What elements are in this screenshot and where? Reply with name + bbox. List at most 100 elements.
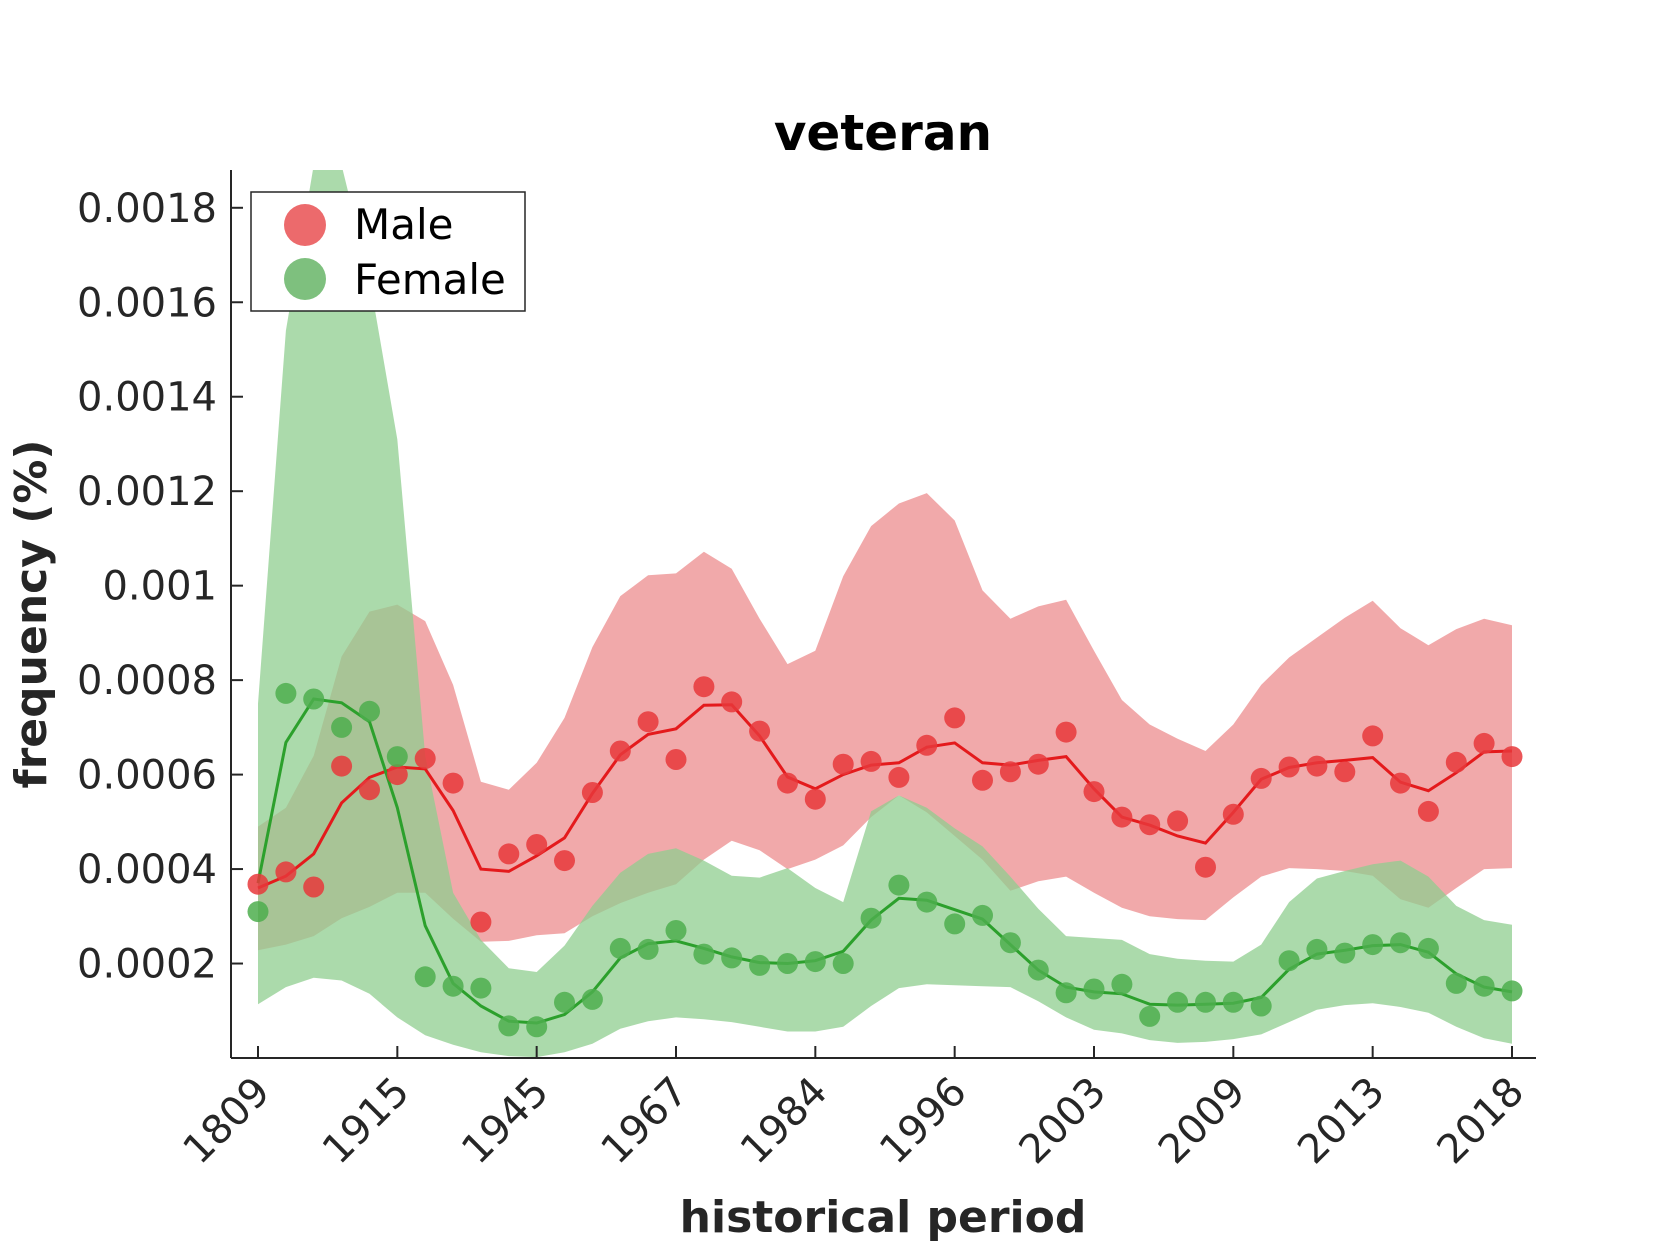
series-markers — [247, 676, 1523, 1038]
female-data-point — [581, 988, 603, 1010]
male-data-point — [1111, 806, 1133, 828]
male-data-point — [1250, 767, 1272, 789]
male-data-point — [721, 691, 743, 713]
female-data-point — [916, 891, 938, 913]
x-tick-label: 1996 — [871, 1069, 976, 1174]
male-data-point — [832, 753, 854, 775]
female-data-point — [972, 904, 993, 926]
female-data-point — [1417, 937, 1439, 959]
y-tick-label: 0.0012 — [77, 469, 217, 515]
male-data-point — [331, 755, 353, 777]
male-data-point — [1473, 732, 1495, 754]
female-data-point — [386, 746, 408, 768]
y-tick-label: 0.0018 — [77, 186, 217, 232]
male-data-point — [386, 764, 408, 786]
female-data-point — [526, 1016, 548, 1038]
female-data-point — [888, 874, 910, 896]
male-trend-line — [257, 703, 1513, 890]
male-data-point — [414, 748, 436, 769]
female-data-point — [1222, 991, 1244, 1013]
male-data-point — [1306, 755, 1328, 777]
male-data-point — [1195, 856, 1216, 878]
male-data-point — [442, 772, 464, 794]
y-tick-label: 0.0002 — [77, 942, 217, 988]
female-data-point — [665, 920, 687, 941]
y-tick-label: 0.0008 — [77, 658, 217, 704]
female-data-point — [721, 947, 743, 969]
male-data-point — [860, 750, 882, 772]
x-tick-label: 1984 — [732, 1069, 837, 1174]
female-data-point — [693, 943, 715, 965]
female-data-point — [1501, 980, 1523, 1002]
x-ticks: 1809 1915 1945 1967 1984 1996 2003 2009 2013 2018 — [175, 1046, 1534, 1174]
x-tick-label: 2009 — [1150, 1069, 1255, 1174]
male-data-point — [526, 834, 548, 855]
female-data-point — [1390, 932, 1411, 954]
female-data-point — [1167, 991, 1189, 1013]
x-tick-label: 2018 — [1429, 1069, 1534, 1174]
male-data-point — [693, 676, 715, 698]
female-data-point — [777, 953, 798, 974]
x-axis-label: historical period — [680, 1192, 1087, 1243]
legend-label-male: Male — [354, 200, 453, 249]
x-tick-label: 1915 — [314, 1069, 419, 1174]
female-data-point — [554, 991, 575, 1013]
female-data-point — [1473, 975, 1495, 997]
male-data-point — [247, 873, 269, 895]
female-data-point — [1195, 991, 1216, 1013]
female-data-point — [442, 975, 464, 997]
male-data-point — [554, 850, 575, 872]
male-data-point — [1501, 746, 1523, 768]
y-axis-label: frequency (%) — [6, 439, 57, 788]
y-tick-label: 0.0006 — [77, 753, 217, 799]
female-data-point — [1278, 950, 1300, 972]
female-data-point — [1055, 982, 1077, 1004]
confidence-bands — [258, 170, 1512, 1058]
male-data-point — [303, 876, 325, 898]
legend-label-female: Female — [354, 255, 506, 304]
series-lines — [256, 697, 1513, 1025]
male-data-point — [665, 749, 687, 770]
male-data-point — [749, 720, 771, 742]
female-trend-line — [256, 697, 1513, 1025]
male-data-point — [609, 740, 631, 762]
female-data-point — [359, 700, 380, 722]
male-data-point — [972, 769, 993, 791]
female-data-point — [804, 951, 826, 973]
male-data-point — [999, 761, 1021, 783]
male-data-point — [498, 843, 520, 865]
female-data-point — [275, 682, 297, 704]
female-data-point — [1334, 942, 1356, 964]
male-data-point — [637, 711, 659, 733]
legend-marker-male — [284, 204, 326, 246]
chart-title: veteran — [774, 104, 992, 162]
male-data-point — [944, 707, 966, 729]
female-data-point — [609, 937, 631, 959]
female-data-point — [999, 932, 1021, 954]
female-data-point — [1027, 959, 1049, 981]
female-data-point — [247, 901, 269, 923]
legend: Male Female — [250, 191, 526, 312]
x-tick-label: 2003 — [1011, 1069, 1116, 1174]
female-data-point — [1083, 978, 1105, 1000]
male-data-point — [1334, 761, 1356, 783]
female-data-point — [749, 954, 771, 976]
female-data-point — [1250, 995, 1272, 1017]
female-data-point — [1445, 972, 1467, 994]
female-data-point — [944, 913, 966, 935]
female-data-point — [498, 1015, 520, 1037]
female-data-point — [1111, 973, 1133, 995]
x-tick-label: 1809 — [175, 1069, 280, 1174]
male-data-point — [1278, 756, 1300, 778]
y-tick-label: 0.0014 — [77, 375, 217, 421]
y-tick-label: 0.0004 — [77, 847, 217, 893]
male-data-point — [1083, 781, 1105, 803]
legend-marker-female — [284, 258, 326, 300]
male-data-point — [1362, 725, 1384, 747]
male-data-point — [804, 788, 826, 810]
female-data-point — [1362, 934, 1384, 956]
male-data-point — [1139, 814, 1161, 836]
male-data-point — [359, 779, 380, 801]
y-tick-label: 0.0016 — [77, 280, 217, 326]
male-data-point — [1417, 800, 1439, 822]
